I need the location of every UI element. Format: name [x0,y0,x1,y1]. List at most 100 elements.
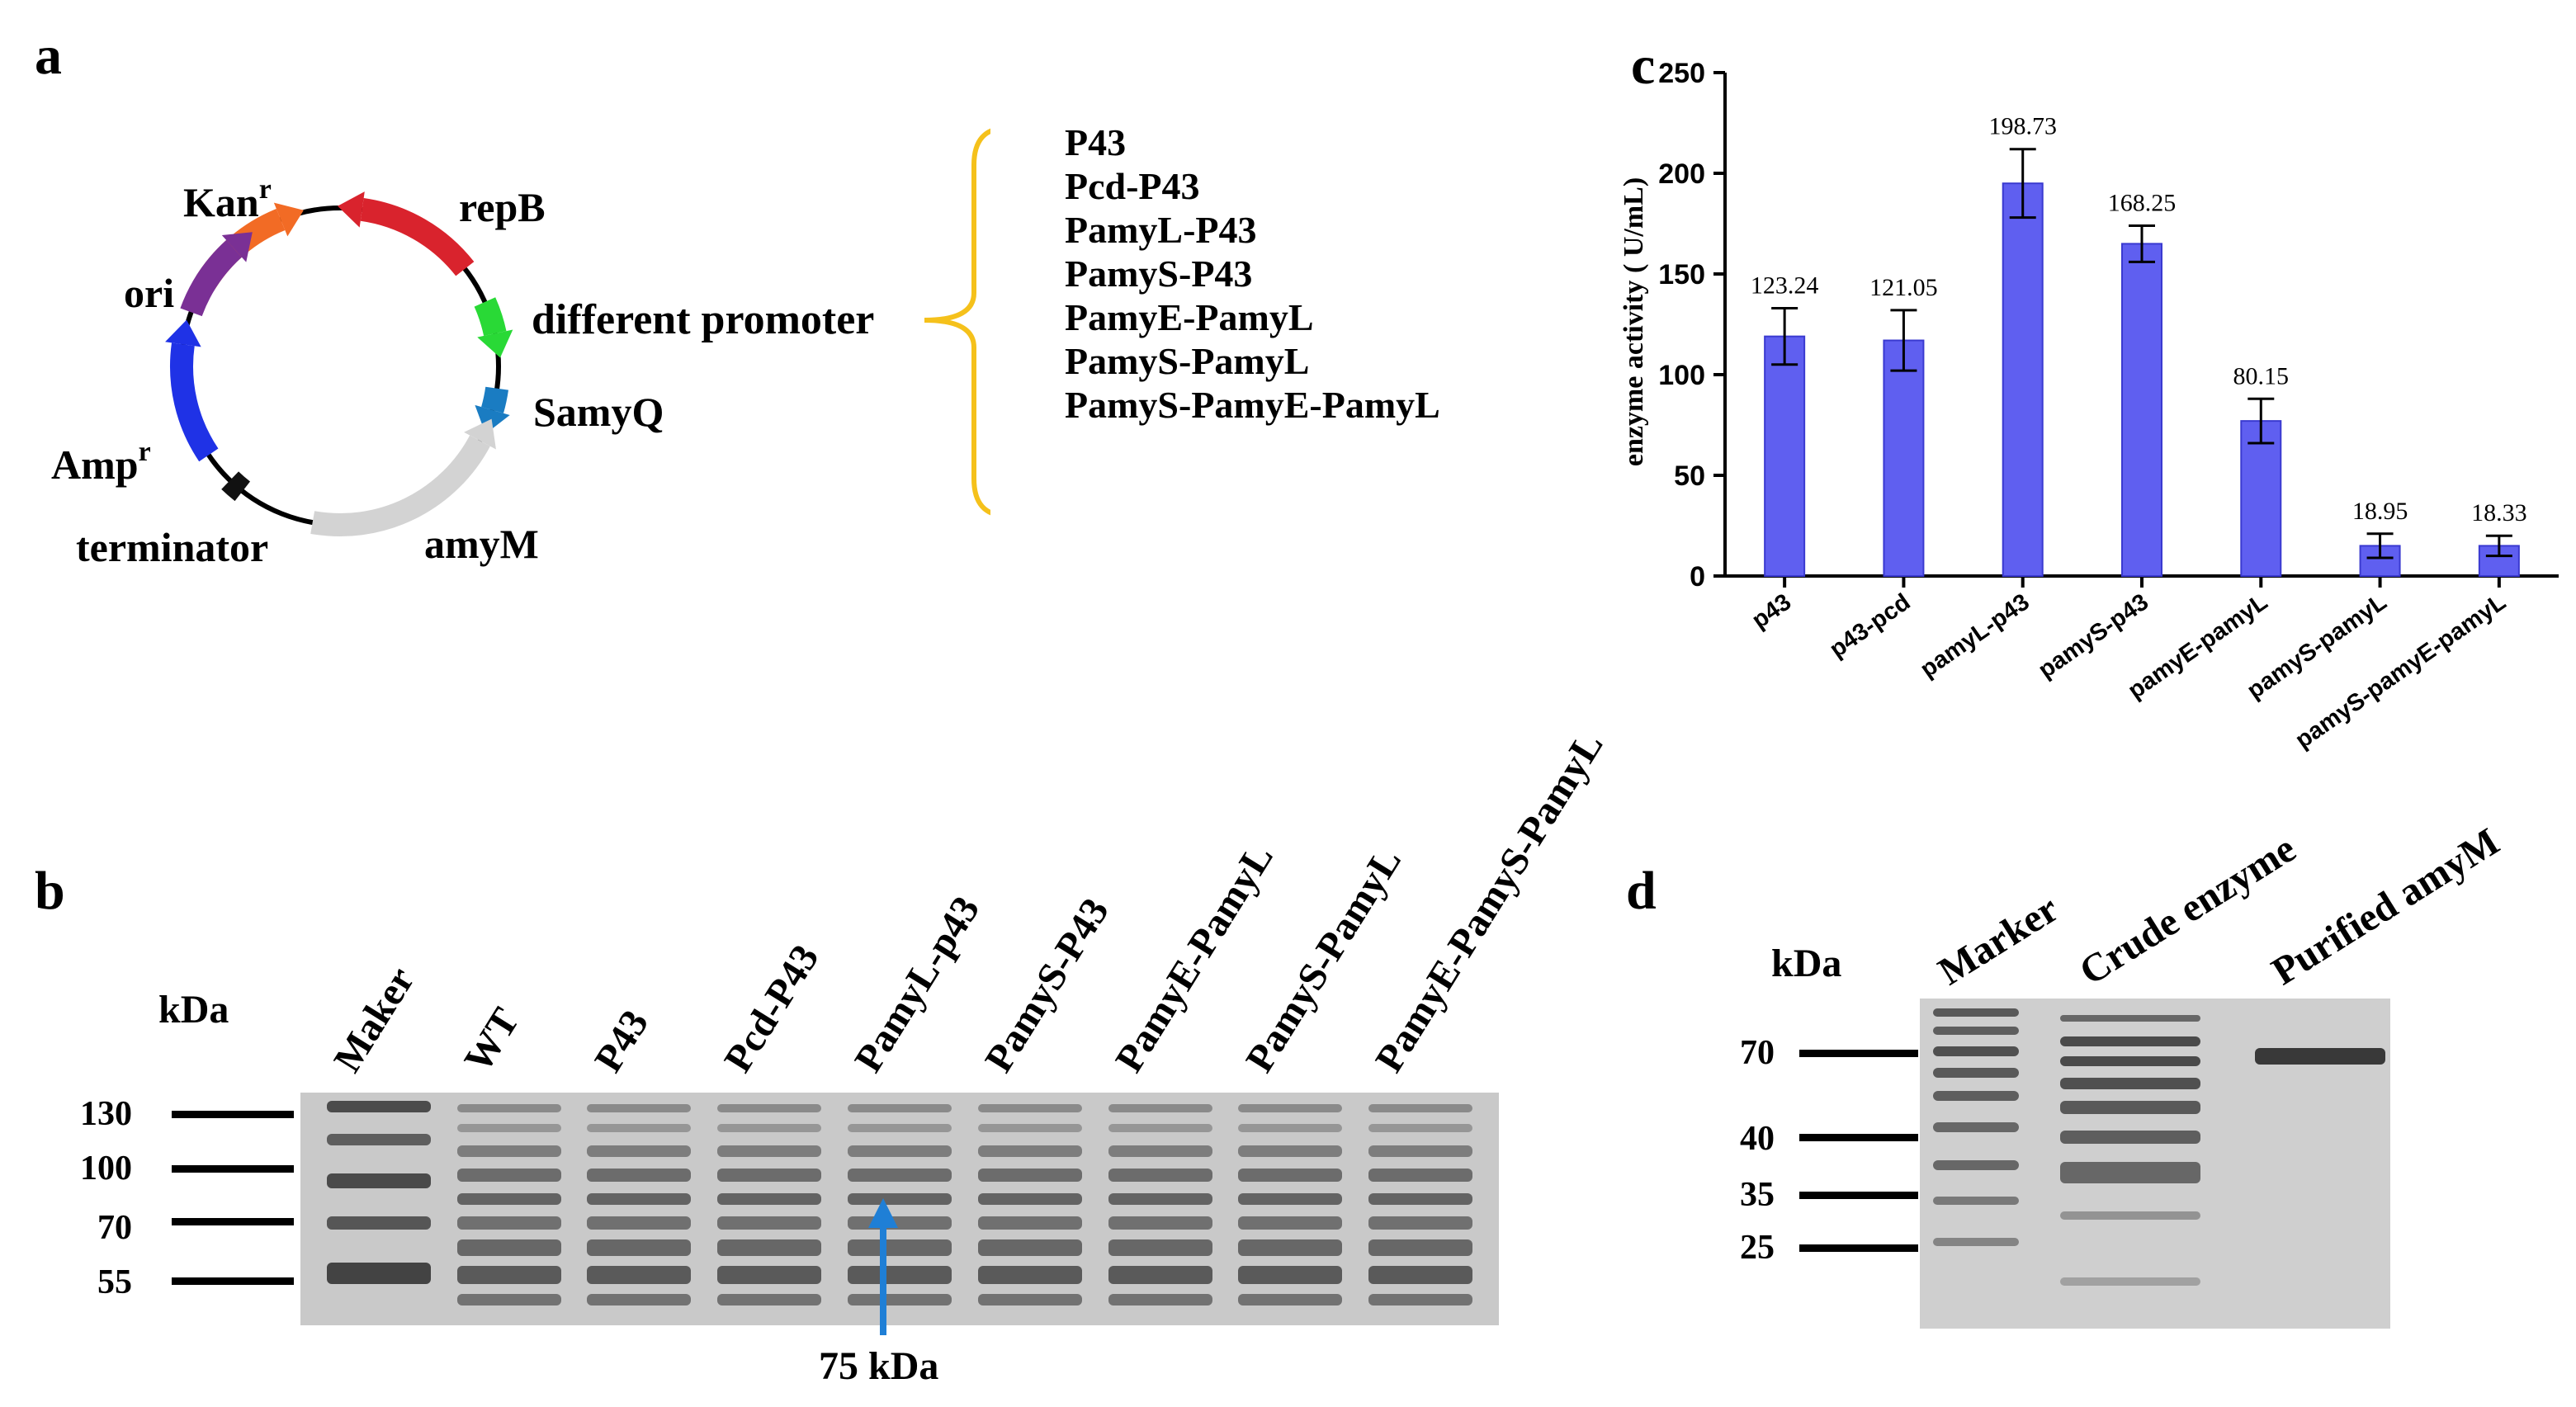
gel-band [1108,1145,1212,1157]
gel-b-lane-label: Maker [325,959,423,1080]
gel-band [1238,1239,1343,1256]
gel-band [1368,1145,1473,1157]
gel-b-lane-label: PamyS-P43 [976,890,1118,1080]
sds-page-gel-b [300,1093,1499,1325]
gel-lane [1108,1093,1212,1325]
bar [1764,335,1806,577]
data-label: 168.25 [2108,189,2177,216]
repB-arrow-icon [338,191,365,228]
mw-line [1799,1050,1918,1057]
mw-label-40: 40 [1740,1120,1775,1158]
promoter-item: Pcd-P43 [1065,165,1200,207]
data-label: 198.73 [1988,113,2057,140]
mw-label-25: 25 [1740,1229,1775,1267]
promoter-label: different promoter [532,296,874,343]
panel-c-letter: c [1631,35,1656,96]
gel-b-lane-label: Pcd-P43 [716,937,828,1080]
gel-band [1933,1046,2019,1056]
gel-band [587,1124,692,1132]
gel-band [1238,1266,1343,1284]
bar [2240,420,2282,577]
terminator-label: terminator [76,524,268,570]
gel-band [717,1294,822,1305]
y-tick-label: 150 [1658,259,1705,290]
data-label: 18.33 [2471,499,2527,526]
amp-arrow-icon [165,319,201,347]
gel-d-lane-label: Marker [1931,886,2067,994]
enzyme-activity-chart: 0 50 100 150 200 250 123.24 p43 121.05 p43-pcd 19… [1619,58,2559,754]
x-tick-label: p43-pcd [1825,589,1915,663]
promoter-arrow-icon [477,329,513,358]
gel-band [2060,1101,2200,1114]
gel-band [717,1266,822,1284]
gel-band [1933,1027,2019,1035]
gel-lane [587,1093,692,1325]
gel-band [587,1294,692,1305]
gel-band [1238,1169,1343,1182]
bar [2002,182,2044,577]
gel-band [2060,1056,2200,1066]
data-label: 121.05 [1869,274,1938,301]
arrow-kda-label: 75 kDa [819,1344,939,1388]
mw-label-100: 100 [80,1150,132,1187]
gel-band [977,1124,1082,1132]
promoter-bracket [924,128,990,516]
gel-band [2060,1131,2200,1144]
gel-band [977,1294,1082,1305]
y-axis-label: enzyme activity ( U/mL) [1619,177,1649,466]
mw-label-130: 130 [80,1095,132,1133]
gel-band [1933,1122,2019,1132]
gel-band [717,1239,822,1256]
gel-band [1108,1239,1212,1256]
gel-band [1368,1266,1473,1284]
y-tick-label: 50 [1674,460,1705,492]
gel-lane [1368,1093,1473,1325]
gel-band [587,1266,692,1284]
gel-band [977,1193,1082,1205]
gel-band [848,1193,952,1205]
gel-band [2060,1211,2200,1220]
gel-band [1368,1216,1473,1230]
gel-b-lane-label: P43 [585,1002,657,1080]
gel-band [326,1263,431,1284]
ori-arrow-icon [221,232,253,262]
gel-band [1108,1104,1212,1112]
gel-band [456,1124,561,1132]
panel-a-letter: a [35,26,62,86]
mw-line [172,1277,294,1285]
terminator-segment [221,471,251,502]
gel-band [326,1101,431,1112]
samyq-segment [481,386,508,413]
gel-band [977,1145,1082,1157]
gel-band [848,1239,952,1256]
gel-band [2060,1277,2200,1286]
gel-lane [1933,999,2019,1329]
y-tick-label: 0 [1690,561,1705,593]
gel-band [1238,1193,1343,1205]
y-tick-label: 100 [1658,360,1705,391]
gel-band [1368,1239,1473,1256]
gel-band [2060,1015,2200,1022]
promoter-item: PamyS-P43 [1065,253,1253,295]
ori-label: ori [124,270,174,316]
gel-band [977,1266,1082,1284]
promoter-segment [474,297,507,337]
gel-band [1108,1169,1212,1182]
gel-band [848,1145,952,1157]
gel-band [456,1104,561,1112]
data-label: 80.15 [2233,362,2290,390]
panel-b-letter: b [35,861,65,921]
gel-band [848,1266,952,1284]
mw-line [1799,1134,1918,1141]
gel-lane [977,1093,1082,1325]
y-tick-label: 200 [1658,158,1705,190]
gel-band [1933,1068,2019,1078]
gel-band [1933,1008,2019,1017]
repB-label: repB [459,184,546,230]
x-tick-label: p43 [1747,589,1796,635]
x-tick-label: pamyS-pamyE-pamyL [2290,589,2511,754]
gel-band [1368,1124,1473,1132]
gel-band [717,1193,822,1205]
panel-d-letter: d [1626,861,1657,921]
gel-lane [2255,999,2385,1329]
